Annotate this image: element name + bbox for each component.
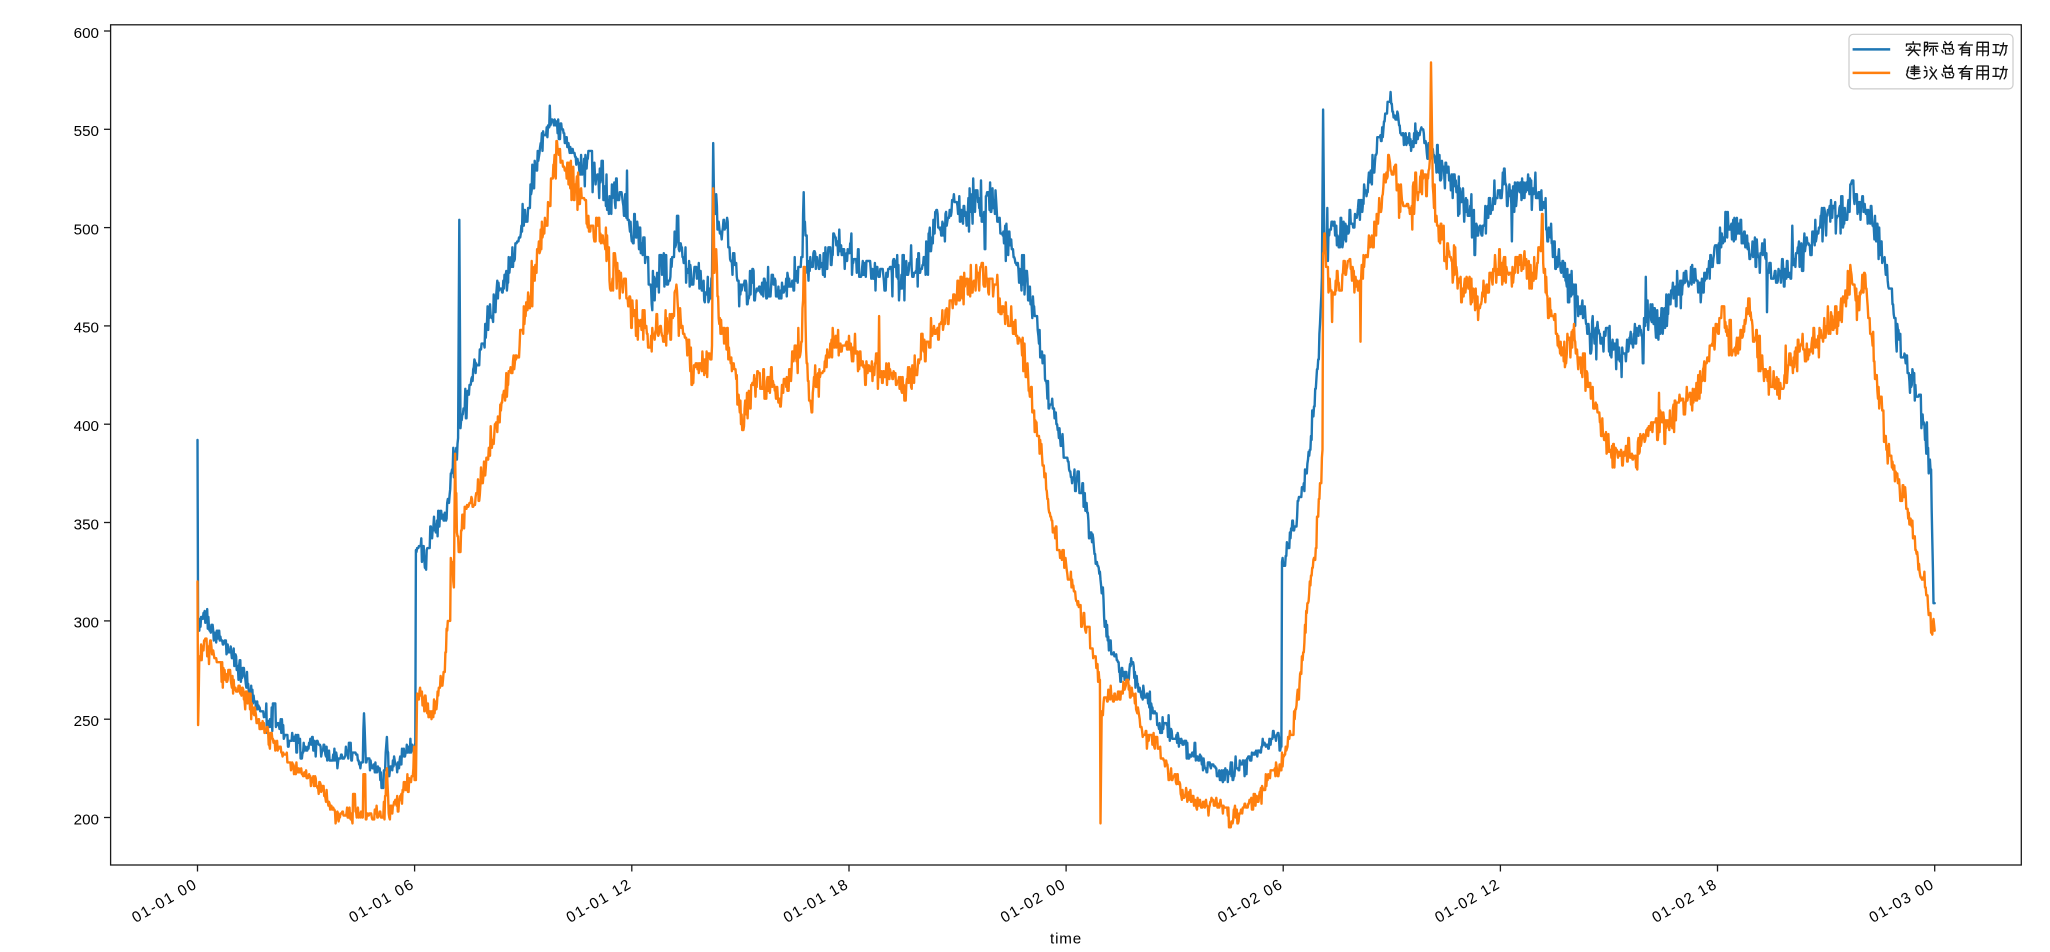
- svg-text:time: time: [1050, 931, 1082, 948]
- svg-text:550: 550: [74, 123, 99, 140]
- svg-text:600: 600: [74, 25, 99, 42]
- svg-text:250: 250: [74, 713, 99, 730]
- svg-text:200: 200: [74, 811, 99, 828]
- svg-text:450: 450: [74, 320, 99, 337]
- svg-text:400: 400: [74, 418, 99, 435]
- svg-text:500: 500: [74, 221, 99, 238]
- svg-text:300: 300: [74, 615, 99, 632]
- svg-text:350: 350: [74, 516, 99, 533]
